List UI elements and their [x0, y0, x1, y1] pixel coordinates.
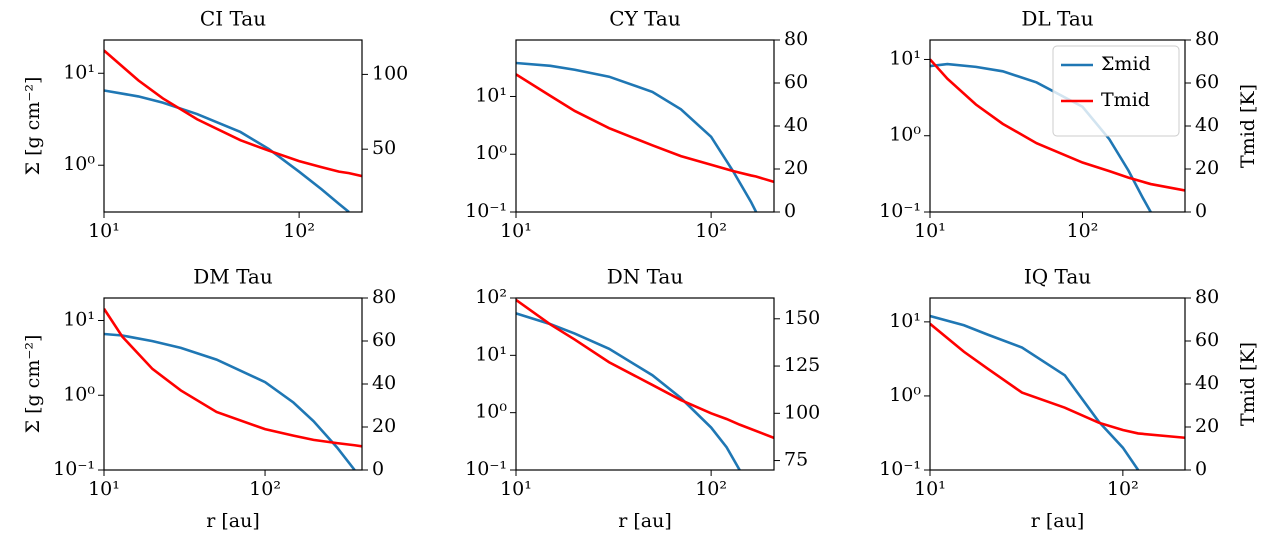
y-tick-label: 10¹ [889, 310, 921, 332]
panel-title: DM Tau [193, 265, 273, 289]
legend-box [1052, 45, 1180, 137]
y2-axis-label: Tmid [K] [1237, 342, 1259, 426]
y-tick-label: 10¹ [63, 309, 95, 331]
y2-tick-label: 0 [784, 200, 796, 222]
axes-frame [515, 297, 775, 471]
surface-density-line [104, 332, 356, 470]
plot-area [516, 298, 774, 470]
y-tick-label: 10¹ [475, 343, 507, 365]
x-axis-label: r [au] [1031, 510, 1085, 532]
y-tick-label: 10⁰ [475, 401, 507, 423]
plot-area [104, 308, 362, 470]
y2-tick-label: 100 [784, 401, 820, 423]
x-tick-label: 10² [695, 220, 727, 242]
legend-label: Σmid [1101, 53, 1151, 75]
y-tick-label: 10² [475, 286, 507, 308]
y-axis-label: Σ [g cm⁻²] [22, 77, 44, 176]
y2-tick-label: 0 [372, 458, 384, 480]
panel-title: CI Tau [200, 7, 266, 31]
y2-tick-label: 80 [1195, 28, 1219, 50]
y-tick-label: 10⁰ [889, 124, 921, 146]
y2-tick-label: 40 [372, 372, 396, 394]
x-tick-label: 10² [1067, 220, 1099, 242]
y2-tick-label: 60 [1195, 71, 1219, 93]
y2-tick-label: 40 [784, 114, 808, 136]
x-axis-label: r [au] [618, 510, 672, 532]
plot-area [516, 61, 774, 212]
y2-tick-label: 80 [784, 28, 808, 50]
y2-tick-label: 125 [784, 354, 820, 376]
x-tick-label: 10² [695, 478, 727, 500]
surface-density-line [516, 61, 758, 212]
y2-tick-label: 40 [1195, 372, 1219, 394]
y2-tick-label: 100 [372, 62, 408, 84]
x-tick-label: 10¹ [88, 220, 120, 242]
y-tick-label: 10⁻¹ [879, 458, 921, 480]
y-tick-label: 10⁻¹ [465, 200, 507, 222]
y-tick-label: 10⁻¹ [465, 458, 507, 480]
y2-tick-label: 50 [372, 137, 396, 159]
y2-tick-label: 60 [784, 71, 808, 93]
y2-axis-label: Tmid [K] [1237, 84, 1259, 168]
panel-title: IQ Tau [1024, 265, 1091, 289]
surface-density-line [930, 314, 1140, 470]
y-tick-label: 10⁰ [889, 384, 921, 406]
y-axis-label: Σ [g cm⁻²] [22, 335, 44, 434]
y2-tick-label: 80 [1195, 286, 1219, 308]
y-tick-label: 10⁻¹ [53, 458, 95, 480]
surface-density-line [104, 89, 350, 212]
temperature-line [516, 298, 774, 440]
x-tick-label: 10¹ [914, 220, 946, 242]
axes-frame [929, 297, 1186, 471]
y2-tick-label: 60 [372, 329, 396, 351]
y2-tick-label: 40 [1195, 114, 1219, 136]
y-tick-label: 10⁻¹ [879, 200, 921, 222]
y2-tick-label: 20 [784, 157, 808, 179]
x-axis-label: r [au] [206, 510, 260, 532]
panel-title: DL Tau [1021, 7, 1093, 31]
x-tick-label: 10¹ [500, 220, 532, 242]
axes-frame [103, 297, 363, 471]
plot-area [930, 314, 1185, 470]
temperature-line [930, 322, 1185, 440]
y2-tick-label: 20 [1195, 415, 1219, 437]
temperature-line [930, 58, 1185, 192]
x-tick-label: 10¹ [88, 478, 120, 500]
y2-tick-label: 60 [1195, 329, 1219, 351]
x-tick-label: 10¹ [500, 478, 532, 500]
x-tick-label: 10² [249, 478, 281, 500]
y2-tick-label: 20 [372, 415, 396, 437]
plot-area [104, 49, 362, 212]
y2-tick-label: 150 [784, 307, 820, 329]
y-tick-label: 10¹ [889, 47, 921, 69]
y-tick-label: 10⁰ [63, 383, 95, 405]
panel-title: CY Tau [609, 7, 681, 31]
y2-tick-label: 75 [784, 449, 808, 471]
x-tick-label: 10² [283, 220, 315, 242]
x-tick-label: 10² [1107, 478, 1139, 500]
y-tick-label: 10¹ [475, 84, 507, 106]
y2-tick-label: 0 [1195, 458, 1207, 480]
y2-tick-label: 0 [1195, 200, 1207, 222]
y2-tick-label: 80 [372, 286, 396, 308]
temperature-line [104, 308, 362, 448]
axes-frame [103, 39, 363, 213]
y2-tick-label: 20 [1195, 157, 1219, 179]
x-tick-label: 10¹ [914, 478, 946, 500]
surface-density-line [516, 312, 741, 470]
legend-label: Tmid [1101, 89, 1150, 111]
y-tick-label: 10⁰ [475, 142, 507, 164]
y-tick-label: 10⁰ [63, 153, 95, 175]
temperature-line [516, 73, 774, 184]
panel-title: DN Tau [607, 265, 684, 289]
temperature-line [104, 49, 362, 178]
y-tick-label: 10¹ [63, 61, 95, 83]
